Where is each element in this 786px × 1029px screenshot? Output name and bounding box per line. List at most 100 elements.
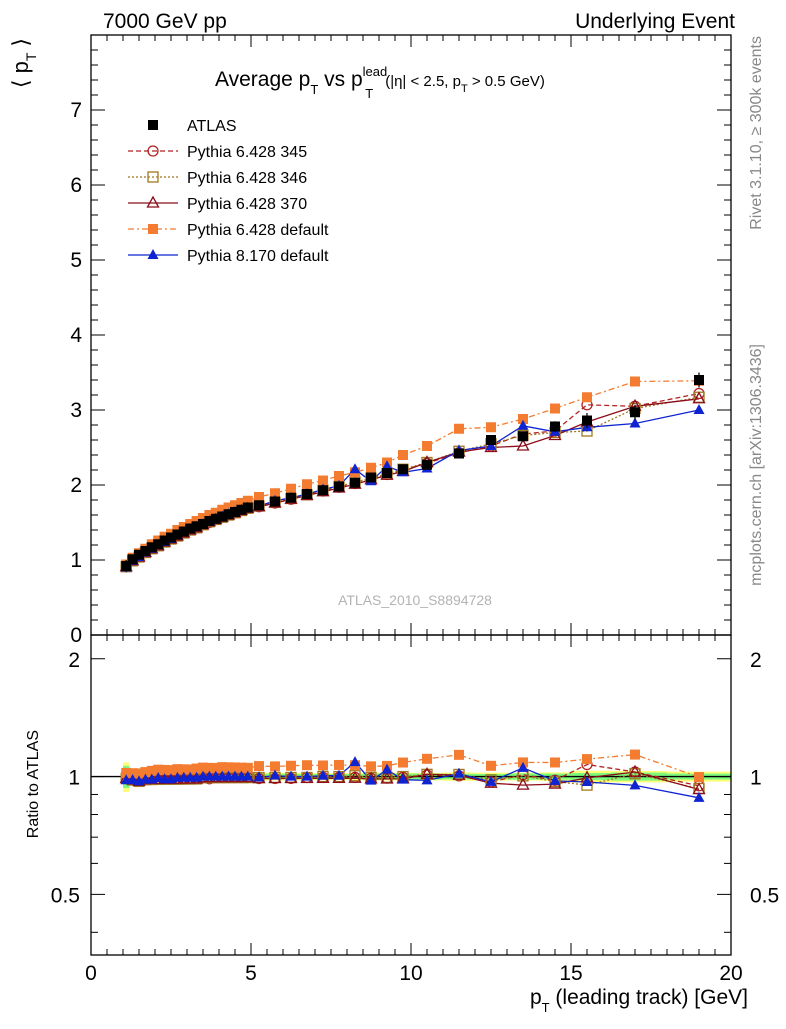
series-markers <box>119 372 706 802</box>
legend-label: Pythia 6.428 345 <box>187 144 307 161</box>
marker-filled-square <box>286 483 296 494</box>
atlas-point <box>236 504 247 515</box>
atlas-point <box>550 421 560 432</box>
atlas-point <box>140 546 151 556</box>
marker-filled-square <box>198 762 208 773</box>
ratio-tick-label-left: 0.5 <box>51 884 80 907</box>
y-tick-label: 3 <box>70 399 82 422</box>
x-tick-label: 10 <box>399 962 422 985</box>
atlas-point <box>210 513 221 524</box>
marker-filled-triangle <box>381 763 393 774</box>
marker-filled-triangle <box>147 249 159 259</box>
atlas-point <box>630 407 640 418</box>
marker-filled-square <box>318 475 328 486</box>
marker-filled-square <box>630 376 640 387</box>
y-tick-label: 6 <box>70 174 82 197</box>
title-cut2: > 0.5 GeV) <box>468 73 545 90</box>
legend-entry: Pythia 8.170 default <box>128 248 329 265</box>
marker-filled-square <box>318 760 328 771</box>
marker-filled-square <box>486 760 496 771</box>
marker-filled-square <box>146 765 157 776</box>
marker-filled-square <box>366 462 376 473</box>
marker-filled-square <box>223 762 234 773</box>
marker-filled-square <box>242 495 253 506</box>
legend-label: Pythia 6.428 default <box>187 222 329 239</box>
marker-filled-square <box>334 471 344 481</box>
chart-title: Average pT vs plead T(|η| < 2.5, pT > 0.5… <box>215 64 545 101</box>
y-tick-label: 4 <box>70 324 82 347</box>
marker-filled-square <box>694 772 704 783</box>
ratio-tick-label-left: 2 <box>68 649 80 672</box>
marker-filled-triangle <box>581 776 593 787</box>
atlas-point <box>166 532 176 543</box>
atlas-point <box>334 481 344 492</box>
atlas-point <box>286 492 296 503</box>
marker-filled-square <box>302 479 312 490</box>
marker-filled-square <box>422 441 432 451</box>
atlas-point <box>242 502 253 513</box>
marker-filled-square <box>550 757 560 768</box>
x-axis-label: pT (leading track) [GeV] <box>530 986 748 1015</box>
marker-filled-square <box>398 450 408 460</box>
ratio-plot-frame <box>90 634 732 956</box>
marker-open-triangle <box>516 777 530 790</box>
ratio-tick-label-left: 1 <box>68 767 80 790</box>
marker-filled-square <box>286 760 296 771</box>
marker-filled-square <box>210 763 221 774</box>
atlas-point <box>454 448 464 459</box>
marker-filled-triangle <box>381 460 393 471</box>
atlas-point <box>185 523 196 534</box>
marker-filled-square <box>204 762 215 773</box>
marker-open-triangle <box>516 438 530 451</box>
atlas-point <box>582 415 592 426</box>
marker-filled-square <box>223 502 234 513</box>
atlas-point <box>302 489 312 499</box>
marker-filled-square <box>454 749 464 760</box>
x-label-rest: (leading track) [GeV] <box>550 986 748 1009</box>
atlas-point <box>121 561 132 571</box>
atlas-point <box>350 477 360 488</box>
mcplots-label: mcplots.cern.ch [arXiv:1306.3436] <box>748 344 765 586</box>
atlas-point <box>382 468 392 478</box>
marker-filled-triangle <box>629 417 641 428</box>
atlas-point <box>172 529 183 540</box>
atlas-point <box>223 509 234 520</box>
marker-filled-square <box>486 422 496 433</box>
title-cut-sub: T <box>461 83 468 95</box>
marker-filled-square <box>582 392 592 403</box>
marker-filled-square <box>630 749 640 760</box>
ratio-tick-label-right: 1 <box>750 767 762 790</box>
legend-entry: ATLAS <box>148 118 237 135</box>
rivet-label: Rivet 3.1.10, ≥ 300k events <box>748 36 765 230</box>
marker-filled-square <box>302 760 312 771</box>
marker-filled-triangle <box>242 770 254 781</box>
marker-filled-square <box>148 120 158 130</box>
marker-filled-square <box>140 767 151 778</box>
atlas-point <box>153 539 164 550</box>
marker-filled-square <box>230 500 240 511</box>
legend-label: Pythia 8.170 default <box>187 248 329 265</box>
marker-filled-square <box>236 498 247 508</box>
title-vs: vs p <box>318 68 362 91</box>
legend-label: Pythia 6.428 370 <box>187 196 307 213</box>
ratio-tick-label-right: 0.5 <box>750 884 779 907</box>
marker-filled-triangle <box>517 761 529 772</box>
marker-filled-square <box>254 492 264 502</box>
atlas-point <box>178 526 189 537</box>
marker-filled-triangle <box>421 774 433 785</box>
atlas-point <box>198 519 208 529</box>
y-tick-label: 1 <box>70 549 82 572</box>
marker-filled-square <box>550 403 560 414</box>
title-cut1: (|η| < 2.5, p <box>385 73 461 90</box>
legend-label: ATLAS <box>187 118 237 135</box>
marker-filled-triangle <box>253 771 265 782</box>
marker-filled-square <box>159 764 170 775</box>
marker-filled-square <box>127 768 138 779</box>
atlas-point <box>270 496 280 507</box>
atlas-point <box>204 516 215 526</box>
marker-filled-square <box>153 764 164 775</box>
marker-filled-triangle <box>285 770 297 781</box>
atlas-point <box>486 435 496 445</box>
